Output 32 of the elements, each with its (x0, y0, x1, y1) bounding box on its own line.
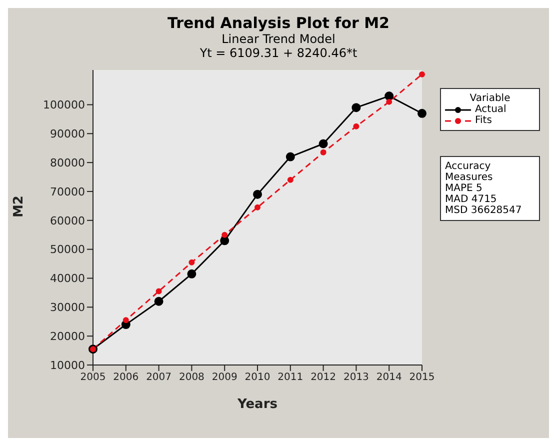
text: MSD 36628547 (445, 205, 523, 216)
x-tick-label: 2015 (409, 372, 435, 384)
y-tick-label: 90000 (50, 128, 85, 141)
x-tick-label: 2009 (212, 372, 238, 384)
chart-subtitle: Linear Trend Model Yt = 6109.31 + 8240.46*t (198, 32, 358, 60)
y-axis-title: M2 (12, 196, 27, 218)
y-tick-label: 20000 (50, 330, 85, 343)
y-tick-label: 80000 (50, 156, 85, 170)
y-tick-label: 70000 (50, 185, 85, 198)
text: MAPE 5 (445, 183, 484, 194)
x-axis-title: Years (236, 397, 278, 412)
y-tick-label: 60000 (50, 214, 85, 228)
x-tick-label: 2014 (376, 372, 402, 384)
y-tick-label: 50000 (50, 243, 85, 256)
x-tick-label: 2007 (146, 372, 172, 384)
x-tick-label: 2010 (244, 372, 270, 384)
x-tick-label: 2012 (310, 372, 336, 384)
y-tick-label: 30000 (50, 301, 85, 314)
x-tick-label: 2011 (278, 372, 304, 384)
y-tick-label: 100000 (43, 98, 85, 112)
y-tick-label: 10000 (50, 358, 85, 372)
x-tick-label: 2013 (343, 372, 369, 384)
text: Accuracy Measures (445, 161, 494, 183)
x-tick-label: 2006 (113, 372, 139, 384)
y-tick-label: 40000 (50, 272, 85, 286)
x-tick-label: 2008 (178, 372, 204, 384)
legend-label: Fits (475, 115, 492, 126)
legend-label: Actual (475, 104, 506, 115)
text: MAD 4715 (445, 194, 498, 205)
x-tick-label: 2005 (80, 372, 106, 384)
chart-title: Trend Analysis Plot for M2 (166, 14, 390, 32)
legend-title: Variable (468, 93, 512, 104)
